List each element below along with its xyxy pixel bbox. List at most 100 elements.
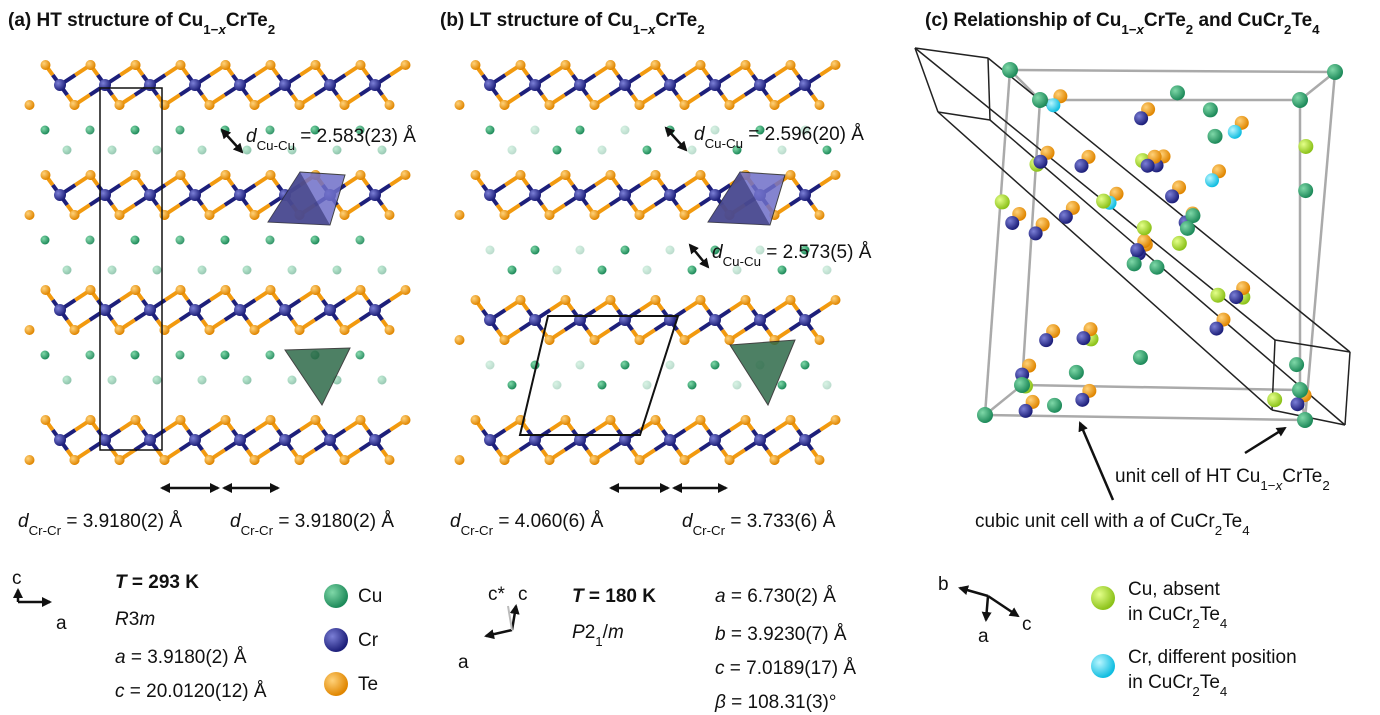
distance-arrow — [690, 245, 708, 267]
atom — [508, 381, 517, 390]
text-part: CrTe — [1282, 466, 1322, 487]
atom — [1137, 220, 1152, 235]
text-part: 1− — [1260, 478, 1275, 493]
atom — [176, 285, 186, 295]
atom — [823, 266, 832, 275]
text-part: 2 — [697, 22, 704, 37]
text-part: 4 — [1220, 616, 1227, 631]
atom — [754, 79, 766, 91]
text-part: Cr-Cr — [241, 523, 274, 538]
atom — [356, 415, 366, 425]
text-part: a — [1133, 511, 1144, 532]
atom — [666, 361, 675, 370]
atom — [635, 335, 645, 345]
atom — [1185, 208, 1200, 223]
cell-edge — [1010, 70, 1335, 72]
atom — [25, 210, 35, 220]
atom — [266, 60, 276, 70]
atom — [333, 266, 342, 275]
atom — [484, 314, 496, 326]
atom — [725, 335, 735, 345]
atom — [86, 351, 95, 360]
atom — [688, 381, 697, 390]
atom — [696, 170, 706, 180]
atom — [606, 60, 616, 70]
atom — [54, 79, 66, 91]
atom — [1096, 194, 1111, 209]
atom — [205, 210, 215, 220]
text-part: = 3.733(6) Å — [725, 511, 836, 532]
atom — [500, 455, 510, 465]
text-part: 2 — [268, 22, 275, 37]
atom — [1005, 216, 1019, 230]
atom — [189, 189, 201, 201]
atom — [221, 351, 230, 360]
atom — [54, 434, 66, 446]
atom — [484, 79, 496, 91]
atom — [234, 79, 246, 91]
atom — [279, 304, 291, 316]
atom — [545, 100, 555, 110]
atom — [1170, 85, 1185, 100]
atom — [63, 376, 72, 385]
atom — [1149, 260, 1164, 275]
atom — [770, 455, 780, 465]
atom — [70, 210, 80, 220]
atom — [266, 351, 275, 360]
atom — [688, 146, 697, 155]
atom — [311, 236, 320, 245]
atom — [86, 170, 96, 180]
label: a = 6.730(2) Å — [715, 586, 836, 607]
atom — [153, 146, 162, 155]
atom — [696, 295, 706, 305]
text-part: in CuCr — [1128, 604, 1193, 625]
atom — [590, 455, 600, 465]
label: a = 3.9180(2) Å — [115, 647, 247, 668]
atom — [221, 236, 230, 245]
text-part: = 3.9180(2) Å — [61, 511, 182, 532]
text-part: = 3.9230(7) Å — [726, 624, 847, 645]
atom — [770, 100, 780, 110]
cell-edge — [988, 58, 990, 120]
text-part: cubic unit cell with — [975, 511, 1133, 532]
atom — [786, 295, 796, 305]
atom — [369, 79, 381, 91]
atom — [378, 376, 387, 385]
arrow — [486, 630, 512, 636]
atom — [1292, 92, 1308, 108]
atom — [576, 246, 585, 255]
atom — [115, 100, 125, 110]
atom — [471, 60, 481, 70]
atom — [529, 189, 541, 201]
atom — [288, 376, 297, 385]
atom — [664, 79, 676, 91]
atom — [635, 100, 645, 110]
panel-title: (c) Relationship of Cu1−xCrTe2 and CuCr2… — [925, 10, 1320, 37]
atom — [508, 266, 517, 275]
atom — [266, 285, 276, 295]
text-part: Cr-Cr — [461, 523, 494, 538]
atom — [99, 304, 111, 316]
atom — [369, 189, 381, 201]
atom — [70, 100, 80, 110]
atom — [1208, 129, 1223, 144]
atom — [598, 266, 607, 275]
atom — [455, 455, 465, 465]
text-part: 4 — [1220, 684, 1227, 699]
text-part: 1− — [633, 22, 648, 37]
text-part: a — [715, 586, 726, 607]
atom — [279, 79, 291, 91]
atom — [799, 79, 811, 91]
atom — [279, 434, 291, 446]
cell-edge — [1022, 385, 1300, 390]
atom — [711, 126, 720, 135]
atom — [741, 415, 751, 425]
atom — [486, 246, 495, 255]
atom — [288, 266, 297, 275]
atom — [234, 304, 246, 316]
text-part: 2 — [585, 622, 596, 643]
atom — [553, 266, 562, 275]
atom — [635, 455, 645, 465]
text-part: Cu-Cu — [723, 254, 761, 269]
atom — [340, 210, 350, 220]
